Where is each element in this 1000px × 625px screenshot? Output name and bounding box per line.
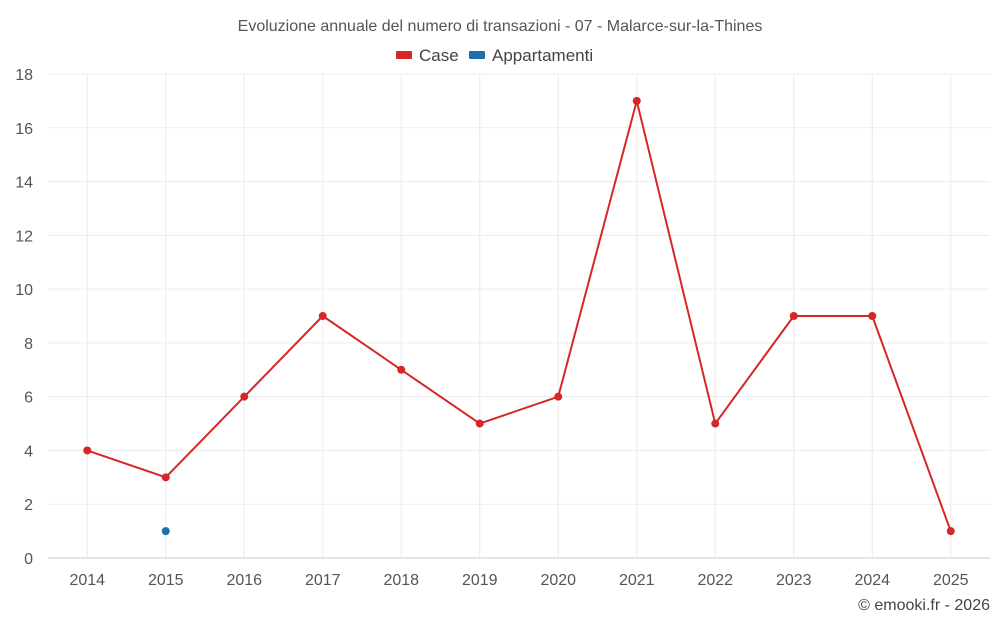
data-point-case[interactable] (240, 392, 249, 401)
y-tick-label: 0 (24, 551, 33, 568)
chart-title: Evoluzione annuale del numero di transaz… (238, 18, 763, 35)
y-tick-label: 6 (24, 390, 33, 407)
series-layer (83, 96, 955, 536)
axis-layer: 0 2 4 6 8 10 12 14 16 18 2014 2015 2016 2017 2018 2019 2… (15, 67, 990, 589)
y-tick-label: 4 (24, 443, 33, 460)
x-tick-label: 2018 (383, 572, 419, 589)
data-point-case[interactable] (868, 312, 877, 320)
data-point-case[interactable] (554, 392, 563, 401)
legend-label-case: Case (419, 46, 459, 65)
data-point-case[interactable] (711, 419, 720, 428)
y-tick-label: 10 (15, 282, 33, 299)
x-tick-label: 2016 (226, 572, 262, 589)
x-tick-label: 2025 (933, 572, 969, 589)
legend-swatch-appartamenti (469, 51, 485, 59)
y-tick-label: 12 (15, 228, 33, 245)
series-line-case (86, 99, 952, 532)
legend-item-case[interactable]: Case (396, 46, 459, 65)
x-tick-label: 2024 (854, 572, 890, 589)
x-tick-label: 2023 (776, 572, 812, 589)
x-tick-label: 2017 (305, 572, 341, 589)
x-tick-label: 2015 (148, 572, 184, 589)
legend: Case Appartamenti (396, 46, 593, 65)
x-tick-label: 2021 (619, 572, 655, 589)
credit-text: © emooki.fr - 2026 (858, 597, 990, 614)
x-tick-label: 2014 (69, 572, 105, 589)
data-point-case[interactable] (318, 312, 327, 320)
legend-swatch-case (396, 51, 412, 59)
x-tick-label: 2020 (540, 572, 576, 589)
y-tick-label: 8 (24, 336, 33, 353)
data-point-appartamenti[interactable] (161, 527, 170, 536)
y-tick-label: 14 (15, 175, 33, 192)
data-point-case[interactable] (161, 473, 170, 482)
data-point-case[interactable] (83, 446, 92, 455)
y-tick-label: 18 (15, 67, 33, 84)
data-point-case[interactable] (789, 312, 798, 320)
y-tick-label: 2 (24, 497, 33, 514)
data-point-case[interactable] (475, 419, 484, 428)
y-tick-label: 16 (15, 121, 33, 138)
x-tick-label: 2022 (697, 572, 733, 589)
legend-item-appartamenti[interactable]: Appartamenti (469, 46, 593, 65)
legend-label-appartamenti: Appartamenti (492, 46, 593, 65)
data-point-case[interactable] (397, 365, 406, 374)
x-tick-label: 2019 (462, 572, 498, 589)
data-point-case[interactable] (632, 96, 641, 105)
data-point-case[interactable] (946, 527, 955, 536)
